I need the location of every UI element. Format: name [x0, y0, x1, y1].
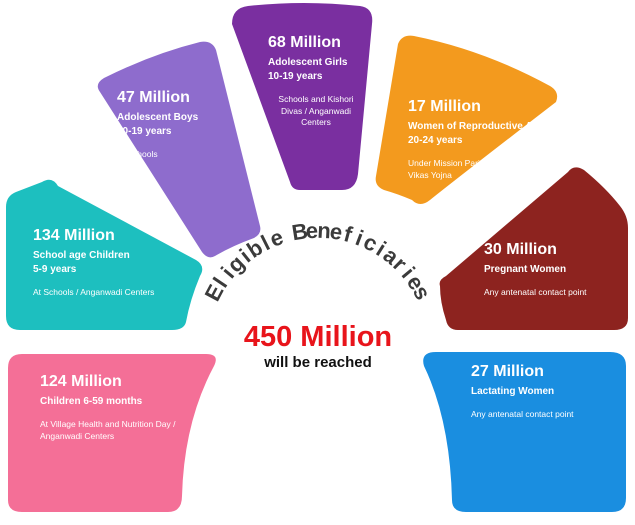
segment-count: 30 Million: [484, 241, 557, 258]
segment-group: Lactating Women: [471, 386, 555, 397]
segment-location: At Schools / Anganwadi Centers: [33, 287, 155, 297]
title-arc-letter: B: [290, 218, 310, 245]
total-caption: will be reached: [264, 354, 372, 371]
segment-group: Adolescent Boys: [117, 112, 199, 123]
segment-count: 47 Million: [117, 89, 190, 106]
segment-count: 17 Million: [408, 98, 481, 115]
segment-girls: 68 Million Adolescent Girls 10-19 years …: [268, 33, 364, 129]
segment-women: 17 Million Women of Reproductive Age 20-…: [408, 97, 558, 181]
segment-count: 68 Million: [268, 34, 341, 51]
segment-shape-lactating: [423, 352, 626, 512]
segment-age: 5-9 years: [33, 264, 77, 275]
segment-count: 134 Million: [33, 227, 115, 244]
center-summary: 450 Million will be reached: [200, 320, 436, 372]
segment-count: 124 Million: [40, 373, 122, 390]
segment-group: Adolescent Girls: [268, 57, 348, 68]
segment-location: At Village Health and Nutrition Day / An…: [40, 419, 176, 441]
segment-shape-pregnant: [439, 167, 628, 330]
segment-shape-school: [6, 179, 203, 330]
segment-shape-girls: [232, 3, 373, 190]
segment-location: Under Mission Parivar Vikas Yojna: [408, 158, 492, 180]
segment-pregnant: 30 Million Pregnant Women Any antenatal …: [484, 240, 619, 299]
segment-group: Pregnant Women: [484, 264, 567, 275]
segment-shape-children: [8, 354, 216, 512]
segment-shape-boys: [97, 41, 261, 258]
segment-shape-women: [375, 35, 558, 204]
segment-group: Women of Reproductive Age: [408, 121, 545, 132]
segment-group: School age Children: [33, 250, 130, 261]
segment-boys: 47 Million Adolescent Boys 10-19 years A…: [117, 88, 227, 161]
segment-school: 134 Million School age Children 5-9 year…: [33, 226, 183, 299]
title-arc-letter: e: [305, 218, 319, 244]
segment-group: Children 6-59 months: [40, 396, 143, 407]
segment-location: Any antenatal contact point: [484, 287, 587, 297]
segment-lactating: 27 Million Lactating Women Any antenatal…: [471, 362, 611, 421]
title-arc-letter: n: [317, 218, 332, 244]
segment-children: 124 Million Children 6-59 months At Vill…: [40, 372, 180, 442]
segment-age: 10-19 years: [268, 71, 323, 82]
segment-age: 10-19 years: [117, 126, 172, 137]
title-arc-letter: e: [328, 218, 344, 245]
segment-age: 20-24 years: [408, 135, 463, 146]
segment-location: Schools and Kishori Divas / Anganwadi Ce…: [278, 94, 354, 127]
segment-count: 27 Million: [471, 363, 544, 380]
segment-location: Any antenatal contact point: [471, 409, 574, 419]
total-reached: 450 Million: [243, 321, 393, 353]
segment-location: At Schools: [117, 149, 158, 159]
